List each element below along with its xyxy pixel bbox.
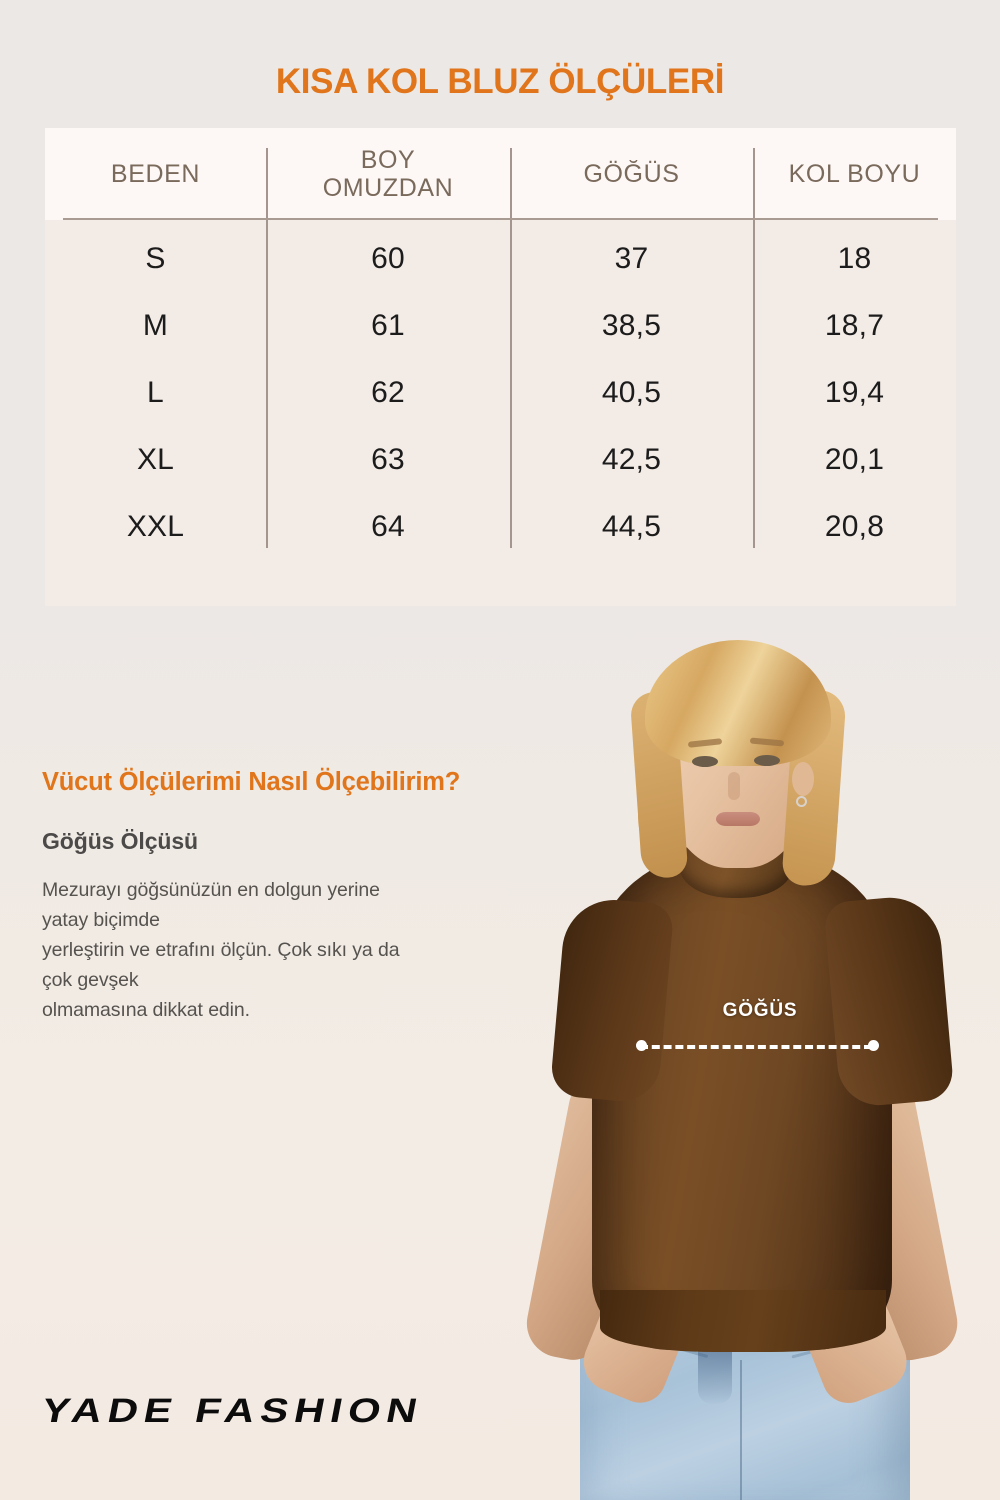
lips — [716, 812, 760, 826]
cell-gogus: 40,5 — [601, 375, 662, 409]
cell-gogus: 38,5 — [601, 308, 662, 342]
cell-gogus: 44,5 — [601, 509, 662, 543]
column-header-kol-boyu: KOL BOYU — [788, 159, 921, 188]
cell-kol-boyu: 19,4 — [824, 375, 885, 409]
cell-kol-boyu: 18,7 — [824, 308, 885, 342]
earring-icon — [796, 796, 807, 807]
body-divider-2 — [510, 220, 512, 548]
cell-boy: 62 — [371, 375, 405, 409]
cell-boy: 60 — [371, 241, 405, 275]
cell-gogus: 42,5 — [601, 442, 662, 476]
cell-boy: 64 — [371, 509, 405, 543]
cell-beden: M — [142, 308, 169, 342]
size-table-header-row: BEDEN BOY OMUZDAN GÖĞÜS KOL BOYU — [45, 128, 956, 220]
header-underline — [63, 218, 938, 220]
cell-beden: L — [147, 375, 164, 409]
cell-kol-boyu: 20,1 — [824, 442, 885, 476]
chest-measure-label: GÖĞÜS — [722, 1000, 798, 1021]
body-divider-3 — [753, 220, 755, 548]
table-row: L 62 40,5 19,4 — [45, 359, 956, 426]
brand-logo: YADE FASHION — [38, 1392, 427, 1430]
column-divider-1 — [266, 148, 268, 220]
measure-dot-right — [868, 1040, 879, 1051]
cell-kol-boyu: 20,8 — [824, 509, 885, 543]
cell-boy: 61 — [371, 308, 405, 342]
cell-beden: S — [145, 241, 166, 275]
size-table: BEDEN BOY OMUZDAN GÖĞÜS KOL BOYU S 60 37… — [45, 128, 956, 606]
table-row: S 60 37 18 — [45, 225, 956, 292]
column-divider-2 — [510, 148, 512, 220]
cell-gogus: 37 — [614, 241, 649, 275]
body-divider-1 — [266, 220, 268, 548]
model-photo: GÖĞÜS — [440, 600, 1000, 1500]
column-divider-3 — [753, 148, 755, 220]
column-header-boy-omuzdan: BOY OMUZDAN — [322, 145, 454, 203]
eye-left — [692, 756, 718, 767]
hair-top — [645, 640, 831, 766]
table-row: XL 63 42,5 20,1 — [45, 426, 956, 493]
cell-beden: XXL — [126, 509, 185, 543]
chest-measure-line — [640, 1045, 872, 1049]
cell-boy: 63 — [371, 442, 405, 476]
size-table-body: S 60 37 18 M 61 38,5 18,7 L 62 40,5 19,4… — [45, 220, 956, 606]
eye-right — [754, 755, 780, 766]
column-header-beden: BEDEN — [110, 159, 201, 188]
page-title: KISA KOL BLUZ ÖLÇÜLERİ — [275, 62, 725, 101]
cell-kol-boyu: 18 — [837, 241, 872, 275]
blouse-hem — [600, 1290, 886, 1352]
column-header-gogus: GÖĞÜS — [583, 159, 680, 188]
measure-dot-left — [636, 1040, 647, 1051]
ear-right — [792, 762, 814, 796]
table-row: XXL 64 44,5 20,8 — [45, 493, 956, 560]
nose — [728, 772, 740, 800]
jeans-seam — [740, 1360, 742, 1500]
measurement-guide-question: Vücut Ölçülerimi Nasıl Ölçebilirim? — [42, 768, 461, 796]
table-row: M 61 38,5 18,7 — [45, 292, 956, 359]
cell-beden: XL — [136, 442, 175, 476]
chest-measure-instructions: Mezurayı göğsünüzün en dolgun yerine yat… — [42, 879, 400, 1021]
chest-measure-subheading: Göğüs Ölçüsü — [42, 828, 198, 854]
